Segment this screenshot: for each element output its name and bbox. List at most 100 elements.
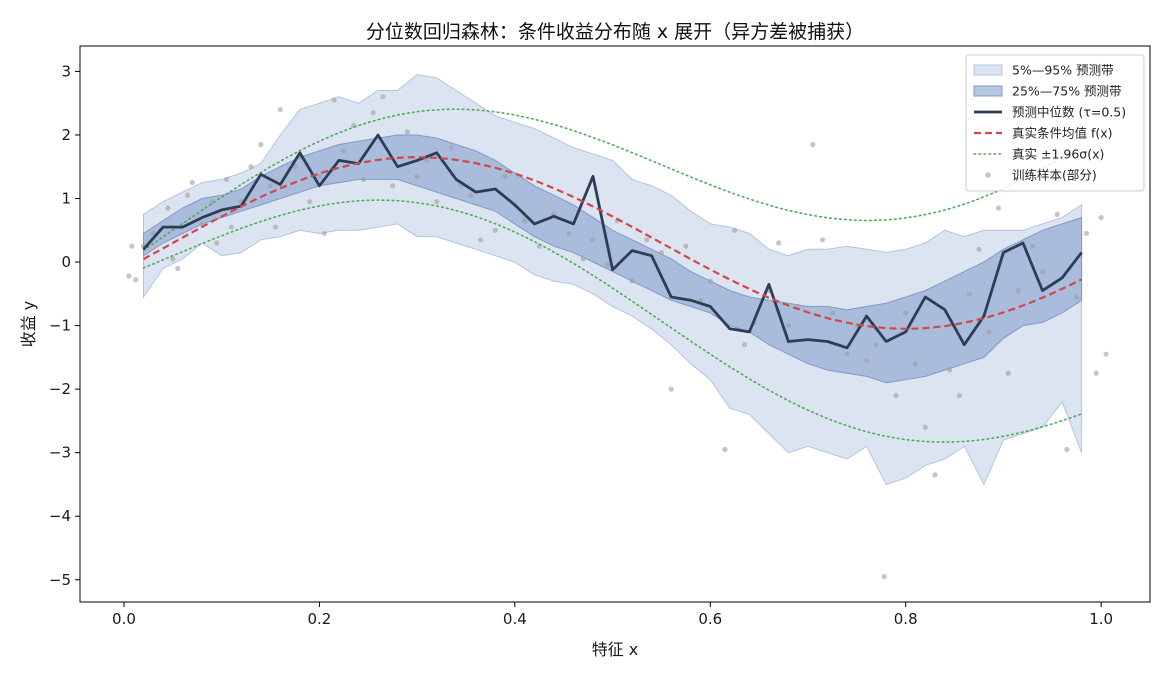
sample-point (1093, 370, 1099, 376)
sample-point (1054, 211, 1060, 217)
sample-point (932, 472, 938, 478)
legend-swatch-samples (985, 172, 991, 178)
sample-point (133, 277, 139, 283)
y-tick-label: −4 (49, 507, 71, 525)
band-5-95 (143, 74, 1083, 486)
sample-point (785, 322, 792, 329)
sample-point (434, 199, 440, 205)
legend-label: 5%—95% 预测带 (1012, 63, 1114, 78)
sample-point (1030, 243, 1036, 249)
sample-point (820, 237, 826, 243)
sample-point (248, 164, 254, 170)
sample-point (424, 157, 430, 163)
sample-point (321, 230, 327, 237)
sample-point (272, 224, 279, 230)
y-tick-label: 0 (61, 253, 71, 271)
sample-point (903, 310, 909, 316)
sample-point (590, 237, 596, 243)
sample-point (986, 329, 992, 335)
sample-point (267, 183, 274, 189)
sample-point (414, 173, 420, 179)
sample-point (1005, 370, 1011, 376)
legend-box (965, 54, 1145, 192)
legend-label: 预测中位数 (τ=0.5) (1012, 105, 1126, 120)
legend-label: 训练样本(部分) (1012, 168, 1097, 183)
sample-point (912, 361, 919, 367)
axes-frame (79, 45, 1151, 603)
sample-point (492, 227, 498, 233)
sample-point (522, 218, 528, 224)
sample-point (1064, 446, 1070, 453)
sample-point (668, 386, 674, 392)
sample-point (565, 230, 572, 237)
legend-swatch-band_inner (973, 85, 1003, 97)
true-lower-bound-line (142, 199, 1083, 443)
y-axis-label: 收益 y (19, 301, 38, 348)
sample-point (881, 573, 887, 580)
true-mean-line (142, 156, 1083, 330)
sample-point (478, 237, 484, 243)
sample-point (126, 273, 132, 279)
sample-point (404, 129, 410, 135)
sample-point (947, 367, 953, 373)
sample-point (776, 240, 782, 246)
sample-point (956, 392, 963, 399)
sample-point (707, 278, 713, 284)
sample-point (448, 145, 454, 151)
legend-swatch-band_outer (973, 64, 1003, 76)
y-tick-label: −2 (49, 380, 71, 398)
sample-point (966, 291, 972, 297)
legend-label: 25%—75% 预测带 (1012, 84, 1122, 99)
sample-point (184, 192, 191, 198)
sample-point (1074, 294, 1080, 300)
sample-point (370, 110, 376, 116)
sample-point (995, 205, 1002, 211)
sample-point (732, 227, 738, 233)
axis-ticks: 0.0 0.2 0.4 0.6 0.8 1.0 −5 −4 −3 −2 −1 0 1 2 3 (49, 62, 1113, 628)
x-tick-label: 0.2 (307, 610, 331, 628)
sample-point (893, 392, 899, 399)
sample-point (502, 173, 508, 179)
sample-point (976, 246, 982, 252)
sample-point (129, 243, 135, 249)
sample-point (1098, 214, 1104, 221)
sample-point (189, 180, 195, 186)
legend-label: 真实 ±1.96σ(x) (1012, 147, 1104, 162)
sample-point (277, 106, 283, 113)
median-line (142, 133, 1083, 350)
sample-point (722, 446, 728, 453)
x-tick-label: 0.6 (698, 610, 722, 628)
plot-area (126, 74, 1109, 580)
sample-point (873, 342, 879, 348)
sample-point (223, 176, 230, 183)
sample-point (829, 310, 836, 316)
sample-point (209, 199, 215, 205)
band-25-75 (143, 134, 1083, 384)
y-tick-label: 1 (61, 190, 71, 208)
sample-point (644, 237, 650, 243)
chart-title: 分位数回归森林：条件收益分布随 x 展开（异方差被捕获） (366, 21, 864, 43)
x-axis-label: 特征 x (592, 640, 639, 659)
sample-point (1103, 351, 1109, 357)
x-tick-label: 0.8 (894, 610, 918, 628)
sample-point (228, 224, 235, 230)
sample-point (580, 256, 586, 262)
sample-point (922, 424, 928, 430)
sample-point (165, 205, 171, 211)
y-tick-label: −3 (49, 444, 71, 462)
sample-point (390, 183, 396, 189)
legend-label: 真实条件均值 f(x) (1012, 126, 1113, 141)
x-tick-label: 0.0 (112, 610, 136, 628)
sample-point (170, 256, 176, 262)
sample-point (258, 141, 264, 148)
sample-point (1083, 230, 1090, 237)
sample-point (380, 94, 386, 100)
x-tick-label: 0.4 (503, 610, 527, 628)
sample-point (360, 176, 366, 183)
sample-point (341, 148, 347, 154)
y-tick-label: 3 (61, 62, 71, 80)
sample-point (810, 141, 816, 148)
sample-point (844, 351, 850, 357)
sample-point (331, 97, 337, 103)
